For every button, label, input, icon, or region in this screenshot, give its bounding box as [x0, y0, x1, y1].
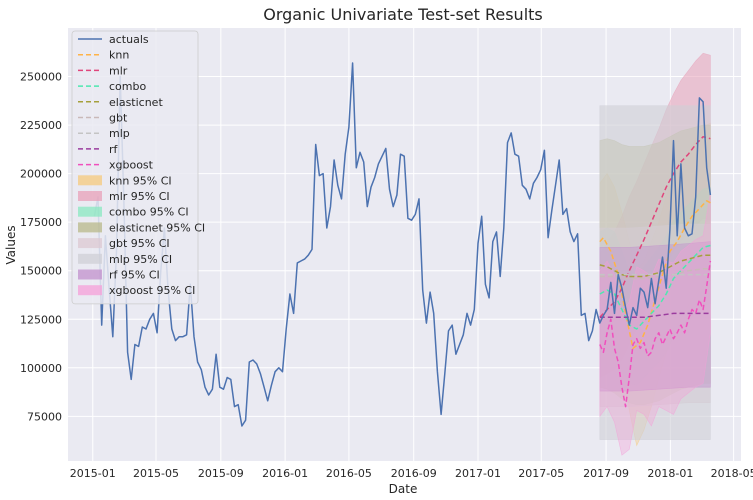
- legend-swatch: [78, 285, 102, 296]
- x-tick-label: 2017-05: [518, 467, 564, 480]
- x-tick-label: 2018-05: [711, 467, 753, 480]
- legend-label: rf: [109, 143, 119, 156]
- x-tick-label: 2015-01: [70, 467, 116, 480]
- legend-label: mlr: [109, 64, 128, 77]
- x-tick-label: 2016-05: [326, 467, 372, 480]
- legend-swatch: [78, 222, 102, 233]
- chart-title: Organic Univariate Test-set Results: [263, 5, 543, 24]
- y-tick-label: 175000: [20, 216, 62, 229]
- legend-swatch: [78, 269, 102, 280]
- y-tick-label: 200000: [20, 168, 62, 181]
- x-tick-label: 2018-01: [647, 467, 693, 480]
- legend-swatch: [78, 206, 102, 217]
- legend-label: combo: [109, 80, 146, 93]
- legend-label: elasticnet: [109, 96, 163, 109]
- series-lines: [93, 62, 712, 427]
- legend-box: [71, 30, 199, 305]
- legend-label: xgboost 95% CI: [109, 284, 195, 297]
- x-axis-label: Date: [389, 482, 418, 496]
- legend-label: mlp 95% CI: [109, 253, 172, 266]
- series-line-actuals: [93, 62, 712, 427]
- y-tick-label: 75000: [27, 410, 62, 423]
- x-tick-label: 2016-01: [262, 467, 308, 480]
- legend-label: mlp: [109, 127, 130, 140]
- legend-label: rf 95% CI: [109, 269, 160, 282]
- y-tick-label: 100000: [20, 362, 62, 375]
- legend-label: combo 95% CI: [109, 206, 189, 219]
- legend: actuals knn mlr combo elasticnet gbt mlp rf xgbo…: [71, 30, 205, 305]
- legend-swatch: [78, 253, 102, 264]
- legend-label: mlr 95% CI: [109, 190, 170, 203]
- y-axis-ticks: 75000 100000 125000 150000 175000 200000 22500…: [20, 71, 62, 424]
- legend-label: elasticnet 95% CI: [109, 221, 205, 234]
- confidence-bands: [599, 52, 711, 456]
- legend-label: gbt: [109, 112, 128, 125]
- legend-swatch: [78, 191, 102, 201]
- series-line-xgboost: [599, 260, 712, 408]
- x-tick-label: 2017-09: [583, 467, 629, 480]
- legend-swatch: [78, 238, 102, 249]
- legend-label: actuals: [109, 33, 149, 46]
- y-tick-label: 225000: [20, 119, 62, 132]
- x-tick-label: 2015-09: [198, 467, 244, 480]
- legend-label: gbt 95% CI: [109, 237, 170, 250]
- legend-label: knn: [109, 49, 129, 62]
- series-line-elasticnet: [599, 254, 711, 278]
- series-line-combo: [599, 244, 711, 330]
- legend-label: xgboost: [109, 159, 154, 172]
- series-line-mlr: [599, 135, 711, 318]
- x-tick-label: 2016-09: [391, 467, 437, 480]
- y-tick-label: 125000: [20, 313, 62, 326]
- y-tick-label: 150000: [20, 265, 62, 278]
- y-tick-label: 250000: [20, 71, 62, 84]
- x-tick-label: 2015-05: [133, 467, 179, 480]
- x-axis-ticks: 2015-01 2015-05 2015-09 2016-01 2016-05 2016-…: [70, 467, 753, 480]
- x-tick-label: 2017-01: [455, 467, 501, 480]
- y-axis-label: Values: [4, 225, 18, 264]
- legend-label: knn 95% CI: [109, 174, 172, 187]
- series-line-rf: [599, 312, 711, 319]
- legend-swatch: [78, 175, 102, 186]
